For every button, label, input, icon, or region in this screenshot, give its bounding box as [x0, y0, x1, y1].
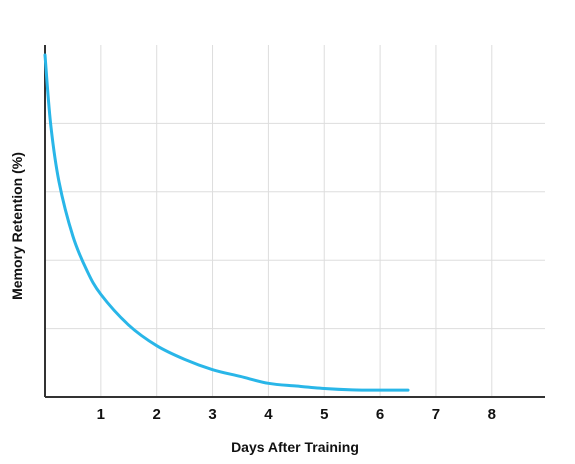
grid: [45, 45, 545, 397]
axes: [44, 45, 545, 398]
x-tick-label-3: 3: [208, 406, 216, 423]
series-layer: [43, 53, 410, 392]
x-tick-labels: 1 2 3 4 5 6 7 8: [97, 406, 496, 423]
x-tick-label-6: 6: [376, 406, 384, 423]
x-tick-label-5: 5: [320, 406, 328, 423]
x-tick-label-7: 7: [432, 406, 440, 423]
x-tick-label-2: 2: [153, 406, 161, 423]
x-tick-label-4: 4: [264, 406, 273, 423]
retention-curve: [43, 53, 410, 392]
x-tick-label-8: 8: [488, 406, 496, 423]
x-tick-label-1: 1: [97, 406, 105, 423]
x-axis-title: Days After Training: [231, 439, 359, 455]
y-axis-title: Memory Retention (%): [9, 152, 25, 300]
